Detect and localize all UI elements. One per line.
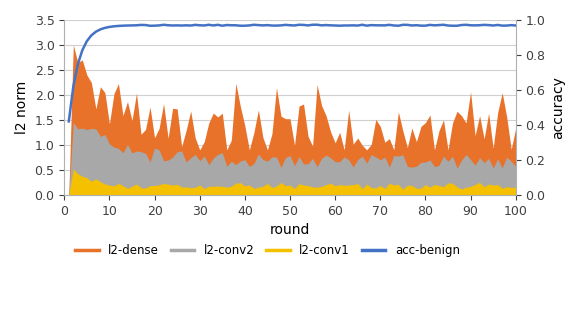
Legend: l2-dense, l2-conv2, l2-conv1, acc-benign: l2-dense, l2-conv2, l2-conv1, acc-benign	[70, 239, 465, 262]
Y-axis label: accuracy: accuracy	[551, 76, 565, 139]
X-axis label: round: round	[270, 223, 310, 237]
Y-axis label: l2 norm: l2 norm	[15, 81, 29, 134]
